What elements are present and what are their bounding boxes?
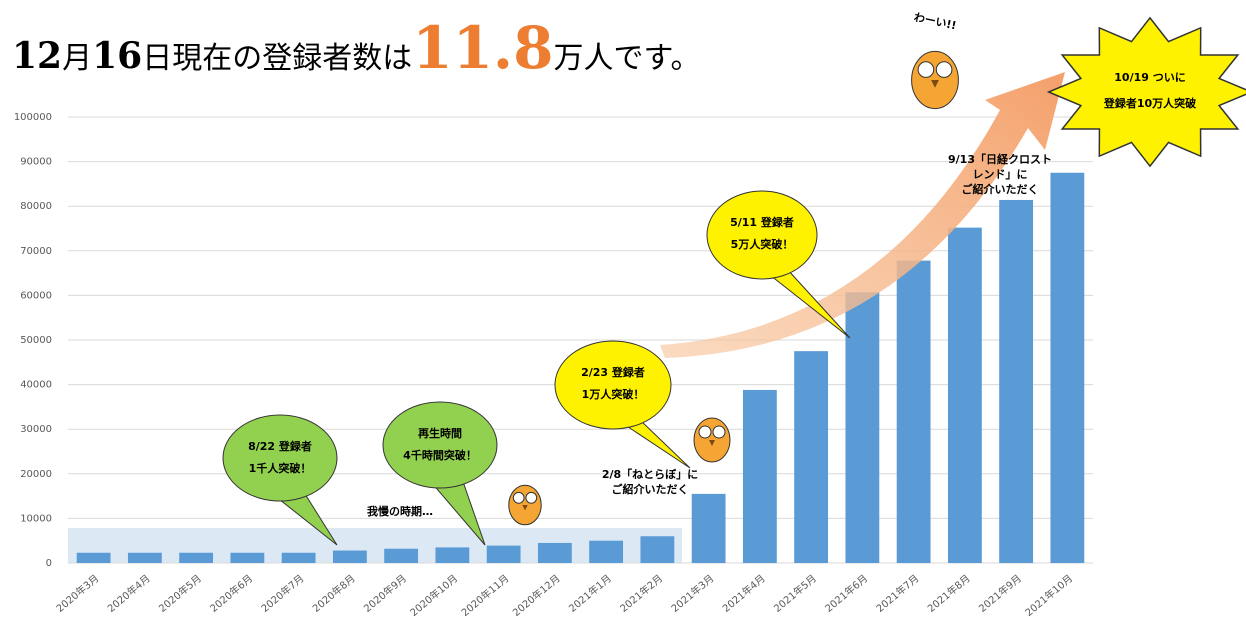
y-tick-label: 70000 <box>20 246 52 257</box>
bar <box>845 292 879 563</box>
bubble <box>707 191 817 279</box>
bar <box>794 351 828 563</box>
annotation-text: 登録者10万人突破 <box>1103 96 1196 110</box>
y-tick-label: 0 <box>46 558 52 569</box>
annotation-text: 再生時間 <box>418 426 462 440</box>
y-tick-label: 50000 <box>20 335 52 346</box>
x-tick-label: 2021年8月 <box>925 572 973 615</box>
title-part: 11.8 <box>412 14 553 82</box>
x-tick-label: 2020年11月 <box>459 572 512 619</box>
annotation-text: 1千人突破！ <box>249 461 312 475</box>
bubble <box>555 341 671 429</box>
title-part: 万人です。 <box>553 41 700 76</box>
owl-eye <box>526 492 537 503</box>
owl-eye <box>918 62 934 78</box>
bar <box>435 547 469 563</box>
owl-eye <box>936 62 952 78</box>
owl-eye <box>513 492 524 503</box>
x-tick-label: 2021年7月 <box>873 572 921 615</box>
annotation-text: わーい!! <box>913 11 958 33</box>
annotation-text: 5万人突破！ <box>731 237 794 251</box>
x-tick-label: 2020年3月 <box>53 572 101 615</box>
y-tick-label: 100000 <box>14 112 52 123</box>
annotation-text: 8/22 登録者 <box>248 439 312 453</box>
annotation-text: 我慢の時期… <box>367 504 433 518</box>
bar <box>999 200 1033 563</box>
x-tick-label: 2020年6月 <box>207 572 255 615</box>
x-tick-label: 2020年10月 <box>407 572 460 619</box>
annotation-text: ご紹介いただく <box>962 182 1039 196</box>
y-tick-label: 10000 <box>20 513 52 524</box>
bar <box>538 543 572 563</box>
bar <box>1050 173 1084 563</box>
annotation-text: 4千時間突破！ <box>403 448 477 462</box>
bubble <box>383 402 497 488</box>
y-tick-label: 80000 <box>20 201 52 212</box>
owl-eye <box>713 426 725 438</box>
x-tick-label: 2021年3月 <box>668 572 716 615</box>
bar <box>487 546 521 563</box>
bar <box>333 551 367 563</box>
bar <box>282 553 316 563</box>
bar <box>128 553 162 563</box>
y-tick-label: 90000 <box>20 157 52 168</box>
x-tick-label: 2020年7月 <box>258 572 306 615</box>
annotation-text: 5/11 登録者 <box>730 215 794 229</box>
annotation-text: 1万人突破！ <box>582 387 645 401</box>
owl-eye <box>699 426 711 438</box>
title-part: 月 <box>62 41 92 76</box>
title-part: 12 <box>12 35 62 77</box>
annotation-text: 9/13「日経クロスト <box>948 152 1052 166</box>
title-part: 日現在の登録者数は <box>142 41 412 76</box>
bar <box>743 390 777 563</box>
x-tick-label: 2020年12月 <box>510 572 563 619</box>
x-tick-label: 2021年4月 <box>720 572 768 615</box>
bubble <box>223 415 337 501</box>
annotation-text: レンド」に <box>973 168 1028 181</box>
annotation-text: 2/8「ねとらぼ」に <box>602 467 698 481</box>
x-tick-label: 2021年5月 <box>771 572 819 615</box>
starburst <box>1049 18 1246 166</box>
bar <box>230 553 264 563</box>
annotation-text: ご紹介いただく <box>612 482 689 496</box>
x-tick-label: 2021年10月 <box>1022 572 1075 619</box>
y-tick-label: 60000 <box>20 290 52 301</box>
x-tick-label: 2021年1月 <box>566 572 614 615</box>
bar <box>589 541 623 563</box>
x-tick-label: 2021年6月 <box>822 572 870 615</box>
title-part: 16 <box>92 35 142 77</box>
chart-title: 12月16日現在の登録者数は11.8万人です。 <box>12 14 700 82</box>
y-tick-label: 20000 <box>20 469 52 480</box>
bar <box>948 228 982 563</box>
y-tick-label: 40000 <box>20 380 52 391</box>
bar <box>179 553 213 563</box>
bar <box>692 494 726 563</box>
annotation-text: 10/19 ついに <box>1114 71 1185 84</box>
x-tick-label: 2020年8月 <box>310 572 358 615</box>
x-tick-label: 2020年4月 <box>105 572 153 615</box>
x-tick-label: 2020年5月 <box>156 572 204 615</box>
bar <box>897 261 931 563</box>
x-tick-label: 2021年9月 <box>976 572 1024 615</box>
x-tick-label: 2021年2月 <box>617 572 665 615</box>
y-tick-label: 30000 <box>20 424 52 435</box>
chart: 12月16日現在の登録者数は11.8万人です。 0 10000 20000 30000… <box>0 0 1246 623</box>
bar <box>640 536 674 563</box>
bar <box>384 549 418 563</box>
annotation-text: 2/23 登録者 <box>581 365 645 379</box>
bar <box>77 553 111 563</box>
x-tick-label: 2020年9月 <box>361 572 409 615</box>
